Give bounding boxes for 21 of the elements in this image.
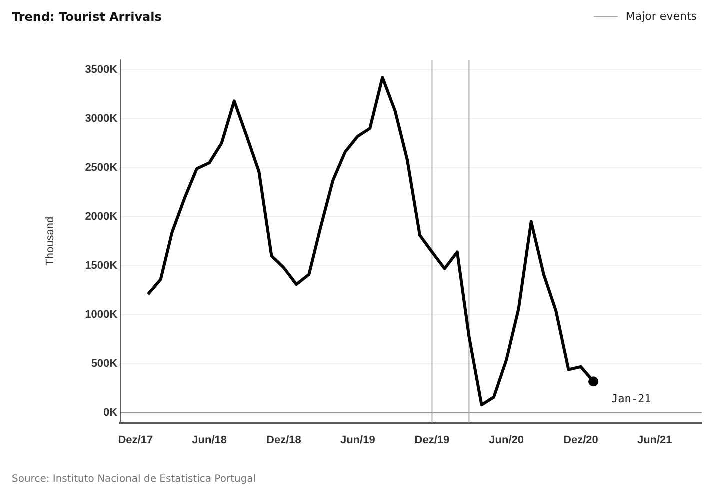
- x-tick-label: Jun/21: [637, 434, 672, 446]
- x-tick-label: Dez/18: [266, 434, 302, 446]
- y-tick-label: 3000K: [85, 112, 118, 125]
- annotation: Jan-21: [612, 392, 652, 406]
- y-tick-label: 2000K: [85, 210, 118, 223]
- x-tick-label: Dez/19: [414, 434, 450, 446]
- x-tick-label: Jun/18: [192, 434, 228, 446]
- chart-title: Trend: Tourist Arrivals: [12, 10, 162, 24]
- y-tick-label: 0K: [104, 407, 118, 420]
- y-tick-label: 1000K: [85, 308, 118, 321]
- source-note: Source: Instituto Nacional de Estatistica Portugal: [12, 474, 256, 485]
- x-tick-label: Dez/17: [118, 434, 154, 446]
- x-tick-label: Dez/20: [564, 434, 598, 446]
- x-tick-label: Jun/19: [340, 434, 376, 446]
- y-tick-label: 1500K: [85, 260, 118, 272]
- legend-label: Major events: [626, 10, 697, 23]
- y-tick-label: 2500K: [85, 162, 118, 174]
- y-tick-label: 500K: [91, 358, 118, 370]
- y-tick-label: 3500K: [85, 64, 118, 76]
- y-axis-title: Thousand: [44, 216, 57, 266]
- x-tick-label: Jun/20: [489, 434, 524, 446]
